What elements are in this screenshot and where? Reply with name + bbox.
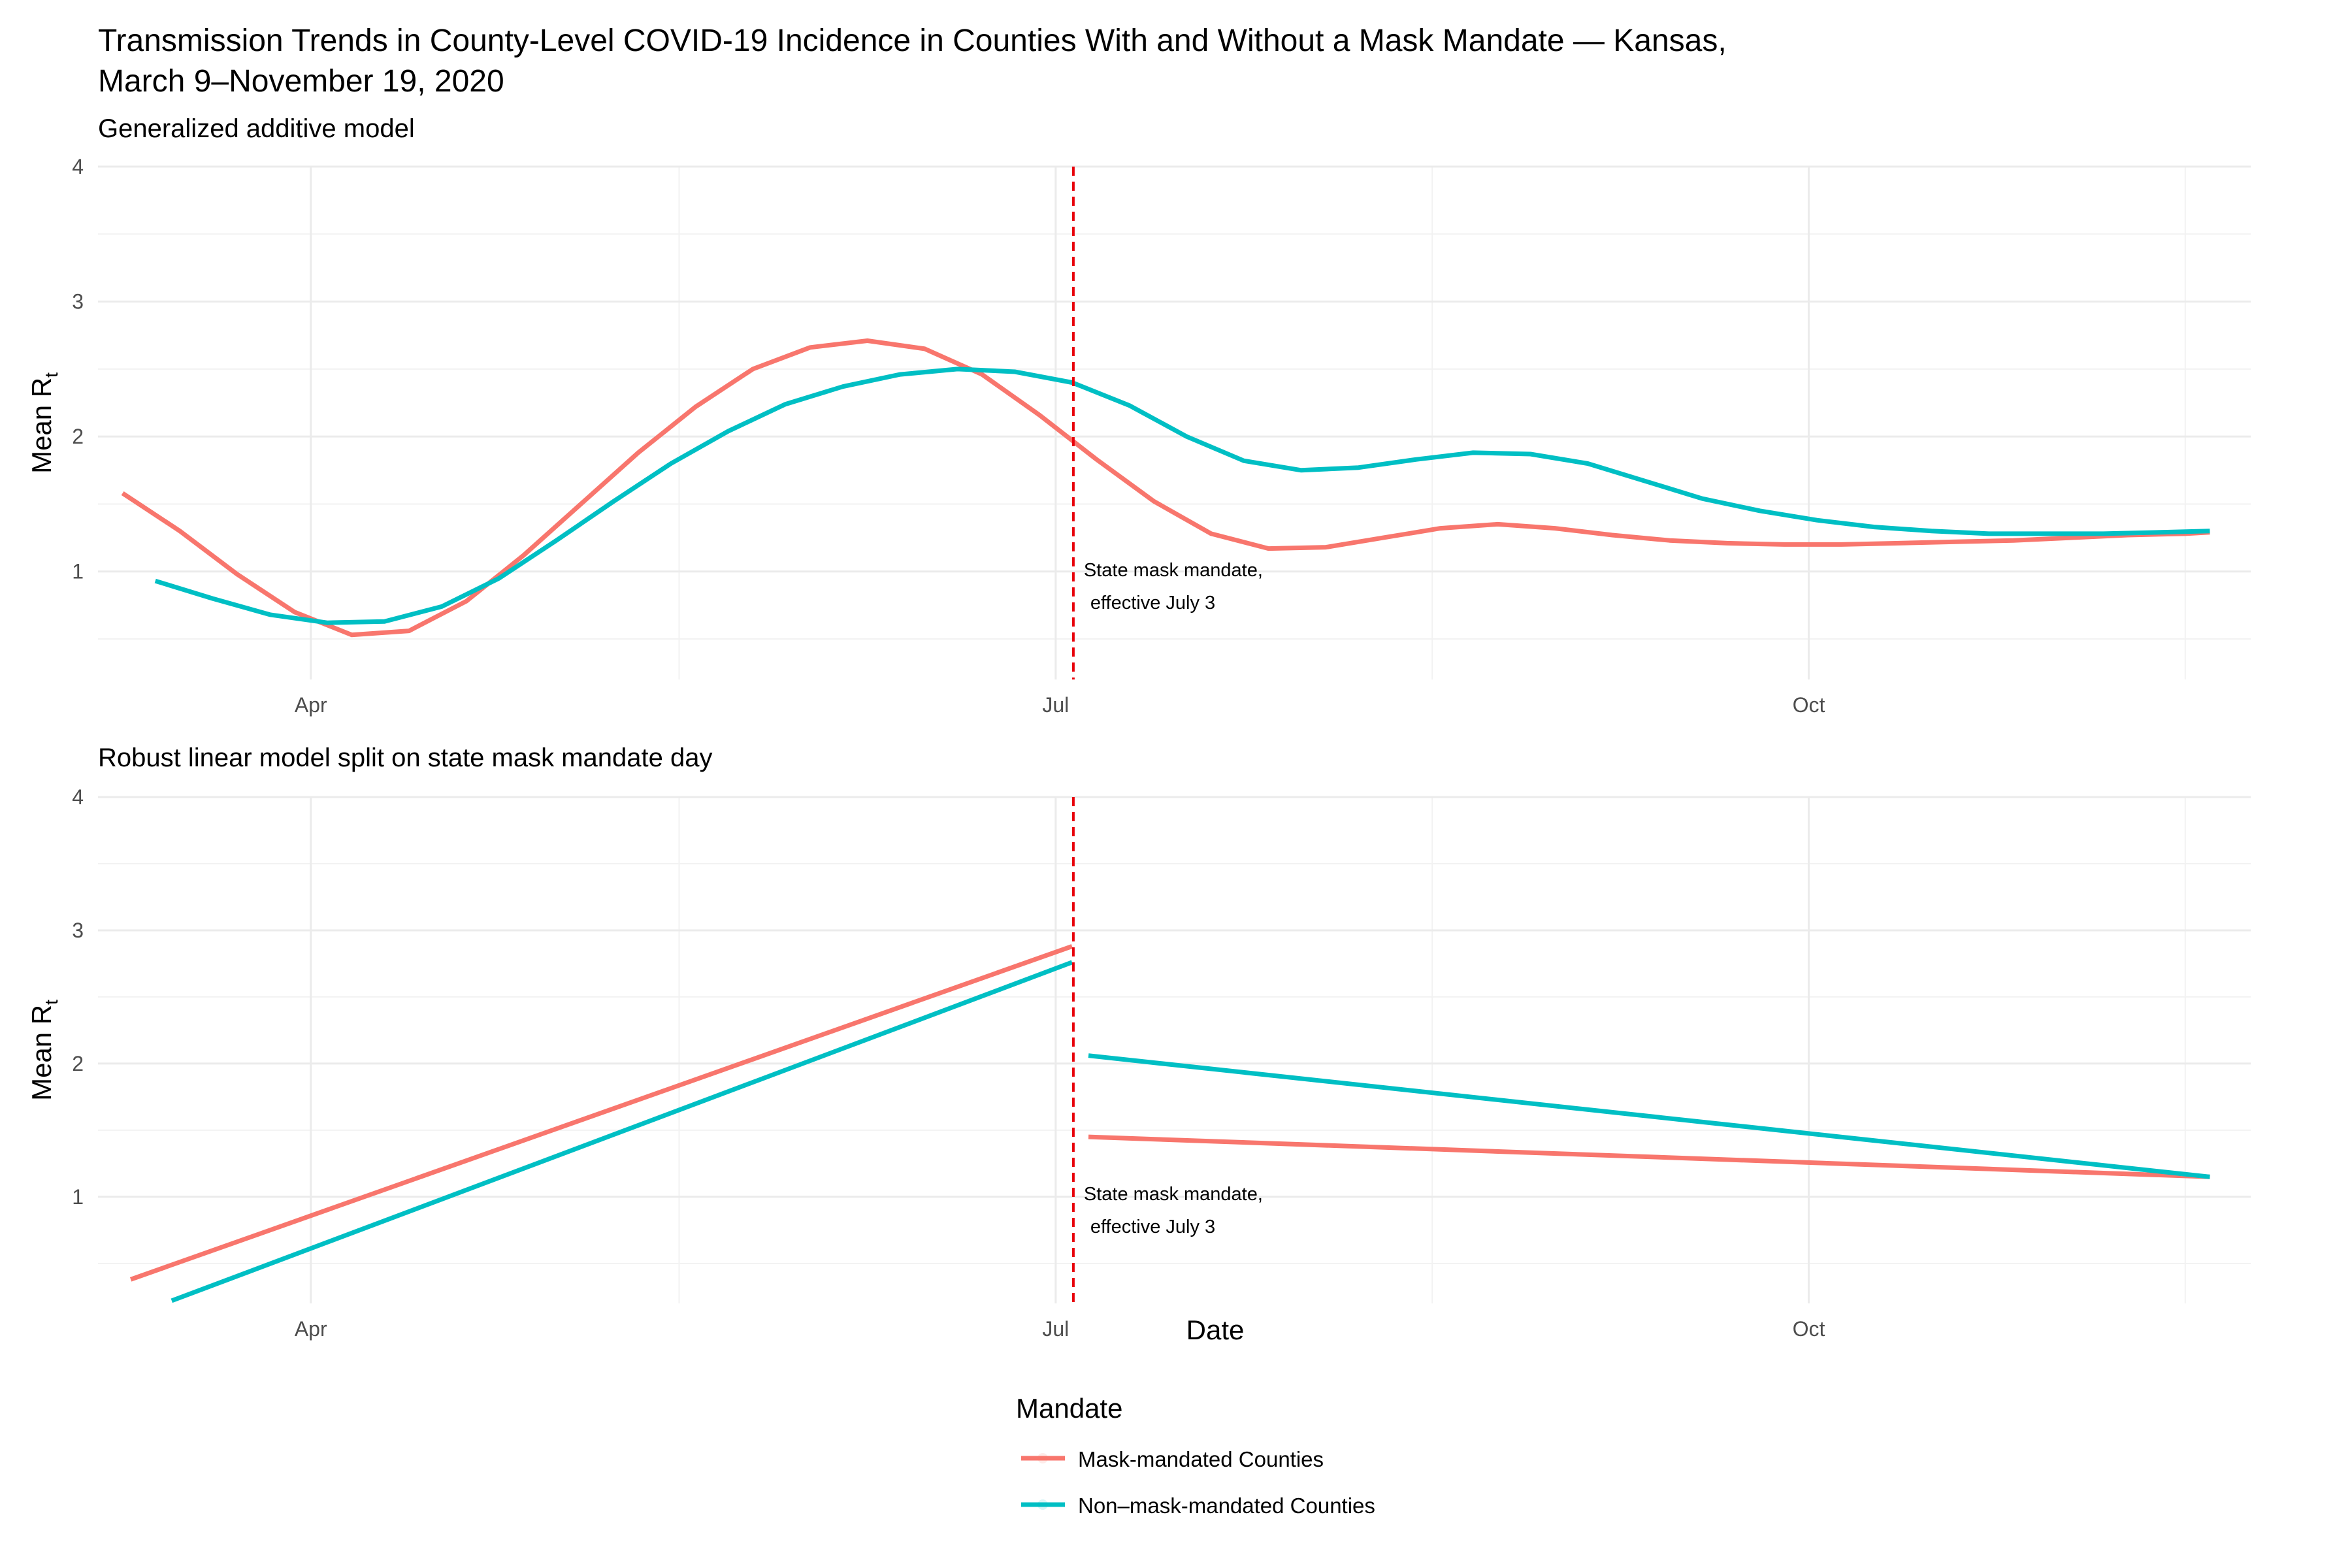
mandate-annotation-line1: State mask mandate, — [1084, 560, 1263, 581]
legend-title: Mandate — [1016, 1393, 1122, 1424]
series-line-nonmask-segment-1 — [171, 960, 1073, 1303]
x-tick-label: Oct — [1793, 693, 1825, 717]
y-tick-label: 4 — [72, 785, 84, 809]
panel-1-subtitle: Generalized additive model — [98, 114, 415, 143]
figure-title-line1: Transmission Trends in County-Level COVI… — [98, 24, 1727, 58]
legend: Mandate Mask-mandated Counties Non–mask-… — [1016, 1393, 1375, 1518]
legend-label-nonmask: Non–mask-mandated Counties — [1078, 1494, 1375, 1518]
legend-item-nonmask: Non–mask-mandated Counties — [1021, 1494, 1375, 1518]
mandate-annotation-line2: effective July 3 — [1090, 1217, 1215, 1237]
x-tick-label: Jul — [1042, 693, 1069, 717]
y-axis-label-main: Mean R — [26, 378, 57, 474]
mandate-annotation-line1: State mask mandate, — [1084, 1184, 1263, 1205]
legend-item-mask: Mask-mandated Counties — [1021, 1447, 1324, 1471]
x-tick-label: Jul — [1042, 1317, 1069, 1341]
y-axis-label-main: Mean R — [26, 1005, 57, 1101]
x-tick-label: Apr — [295, 1317, 327, 1341]
panel-gam: 1 2 3 4 Apr Jul Oct Mean Rt State mask mandate, e… — [26, 155, 2251, 717]
x-tick-label: Apr — [295, 693, 327, 717]
series-line-nonmask-segment-2 — [1088, 1053, 2210, 1179]
series-line-mask — [121, 338, 2210, 638]
panel-2-subtitle: Robust linear model split on state mask … — [98, 743, 713, 772]
series-line-nonmask — [154, 367, 2210, 625]
series-line-mask-segment-2 — [1088, 1134, 2210, 1179]
y-tick-label: 3 — [72, 919, 84, 942]
panel-robust-linear: 1 2 3 4 Apr Jul Oct Mean Rt State mask mandate, e… — [26, 785, 2251, 1341]
mandate-annotation-line2: effective July 3 — [1090, 593, 1215, 613]
legend-swatch-point-mask — [1037, 1453, 1048, 1463]
x-tick-label: Oct — [1793, 1317, 1825, 1341]
series-line-mask-segment-1 — [129, 944, 1073, 1282]
y-tick-label: 2 — [72, 425, 84, 448]
x-axis-label: Date — [1186, 1315, 1245, 1345]
y-axis-label: Mean Rt — [26, 1000, 61, 1101]
y-axis-label-sub: t — [41, 372, 61, 378]
y-tick-label: 1 — [72, 1185, 84, 1209]
y-tick-label: 3 — [72, 290, 84, 314]
y-tick-label: 2 — [72, 1052, 84, 1075]
y-tick-label: 4 — [72, 155, 84, 178]
y-axis-label-sub: t — [41, 1000, 61, 1005]
gridlines — [98, 165, 2251, 679]
legend-label-mask: Mask-mandated Counties — [1078, 1447, 1324, 1471]
figure-title-line2: March 9–November 19, 2020 — [98, 64, 504, 99]
y-tick-label: 1 — [72, 560, 84, 583]
legend-swatch-point-nonmask — [1037, 1499, 1048, 1510]
y-axis-label: Mean Rt — [26, 372, 61, 474]
